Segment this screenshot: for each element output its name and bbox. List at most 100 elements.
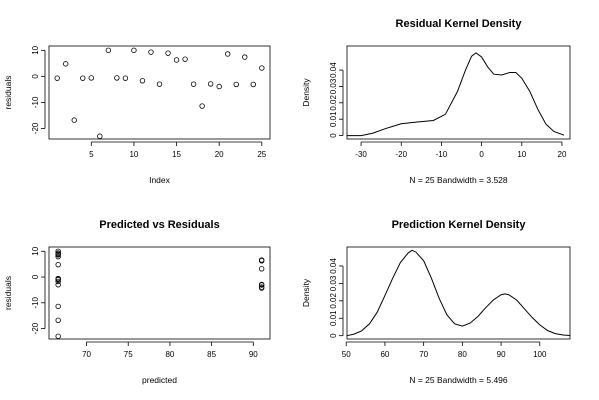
- x-tick-label: 80: [165, 350, 174, 359]
- x-tick-label: 85: [207, 350, 216, 359]
- panel-2: -30 -20 -10 0 10 20 0 0.010.020.030.04 N = 25 Ba…: [301, 18, 571, 185]
- y-tick-label: 0.01: [329, 111, 338, 127]
- data-point: [80, 75, 86, 81]
- plot-frame: [346, 45, 571, 140]
- data-point: [242, 54, 248, 60]
- y-axis: 00.010.020.030.04: [329, 258, 344, 338]
- data-point: [173, 57, 180, 63]
- x-tick-label: 25: [257, 150, 266, 159]
- data-point: [54, 75, 60, 81]
- data-point: [258, 282, 265, 288]
- data-point: [71, 117, 77, 123]
- panel-1: 5 10 15 20 25 -20 -10 0 10 Index residuals: [3, 45, 271, 185]
- data-point: [122, 75, 129, 81]
- data-point: [139, 78, 146, 84]
- y-tick-label: 0.04: [329, 258, 338, 274]
- y-tick-label: 0: [329, 133, 338, 138]
- data-point: [258, 285, 265, 291]
- density-curve: [346, 52, 565, 137]
- plot-frame: [48, 45, 271, 140]
- x-axis-title: Index: [149, 175, 171, 185]
- y-tick-label: 10: [31, 45, 40, 54]
- data-point: [250, 81, 256, 88]
- x-tick-label: 10: [129, 150, 138, 159]
- x-tick-label: 0: [479, 150, 484, 159]
- x-tick-label: 90: [497, 350, 506, 359]
- x-axis-title: N = 25 Bandwidth = 5.496: [409, 375, 508, 385]
- x-tick-label: 15: [172, 150, 181, 159]
- data-point: [148, 49, 154, 55]
- y-tick-label: 0: [31, 74, 40, 79]
- data-point: [88, 75, 94, 81]
- data-point: [55, 333, 61, 339]
- data-point: [259, 65, 265, 71]
- data-point: [182, 56, 188, 62]
- x-axis: 5 10 15 20 25: [89, 141, 267, 159]
- y-tick-label: 0.02: [329, 94, 338, 110]
- y-tick-label: 0: [329, 333, 338, 338]
- density-curve: [346, 249, 571, 337]
- x-tick-label: 70: [419, 350, 428, 359]
- plot-frame: [48, 246, 271, 340]
- x-axis-title: N = 25 Bandwidth = 3.528: [409, 175, 508, 185]
- y-axis-title: residuals: [3, 276, 13, 310]
- x-axis: 50 60 70 80 90 100: [342, 341, 547, 359]
- x-tick-label: 20: [215, 150, 224, 159]
- data-point: [55, 248, 61, 254]
- y-tick-label: 0.04: [329, 62, 338, 78]
- data-point: [55, 282, 61, 288]
- y-tick-label: -10: [31, 96, 40, 108]
- y-tick-label: 0.03: [329, 275, 338, 291]
- x-tick-label: 5: [89, 150, 94, 159]
- data-point: [233, 81, 239, 88]
- y-axis-title: residuals: [3, 75, 13, 109]
- x-tick-label: 75: [124, 350, 133, 359]
- y-tick-label: -20: [31, 122, 40, 134]
- y-tick-label: 0.03: [329, 78, 338, 94]
- data-point: [55, 261, 61, 268]
- data-point: [156, 81, 163, 87]
- data-point: [199, 103, 205, 109]
- y-tick-label: 10: [31, 246, 40, 255]
- x-tick-label: 60: [380, 350, 389, 359]
- data-point: [258, 258, 265, 264]
- y-tick-label: 0: [31, 274, 40, 279]
- x-tick-label: 90: [249, 350, 258, 359]
- x-tick-label: 50: [342, 350, 351, 359]
- data-point: [97, 133, 103, 139]
- x-tick-label: -30: [355, 150, 367, 159]
- y-axis-title: Density: [301, 78, 311, 107]
- x-tick-label: 20: [558, 150, 567, 159]
- data-point: [114, 75, 120, 81]
- data-point: [225, 51, 231, 57]
- data-point: [190, 81, 197, 87]
- data-point: [216, 83, 222, 90]
- x-tick-label: 100: [533, 350, 547, 359]
- x-axis-title: predicted: [142, 375, 177, 385]
- y-tick-label: -10: [31, 296, 40, 308]
- y-axis-title: Density: [301, 278, 311, 307]
- data-point: [55, 317, 61, 324]
- x-tick-label: -10: [436, 150, 448, 159]
- y-axis: 0 0.010.020.030.04: [329, 62, 344, 138]
- chart-title: Residual Kernel Density: [396, 18, 523, 30]
- plot-frame: [346, 246, 571, 340]
- data-point: [63, 61, 69, 67]
- data-point: [55, 278, 61, 285]
- data-point: [131, 47, 137, 54]
- y-axis: -20 -10 0 10: [31, 246, 46, 334]
- data-point: [55, 252, 61, 258]
- data-point: [105, 47, 112, 54]
- x-axis: 70 75 80 85 90: [82, 341, 258, 359]
- data-point: [55, 253, 61, 260]
- data-point: [55, 303, 61, 310]
- x-tick-label: -20: [395, 150, 407, 159]
- data-point: [207, 81, 214, 87]
- x-tick-label: 80: [458, 350, 467, 359]
- y-axis: -20 -10 0 10: [31, 45, 46, 134]
- panel-3: 70 75 80 85 90 -20 -10 0 10 predicted residuals Pre…: [3, 219, 271, 385]
- y-tick-label: -20: [31, 322, 40, 334]
- x-tick-label: 10: [517, 150, 526, 159]
- x-tick-label: 70: [82, 350, 91, 359]
